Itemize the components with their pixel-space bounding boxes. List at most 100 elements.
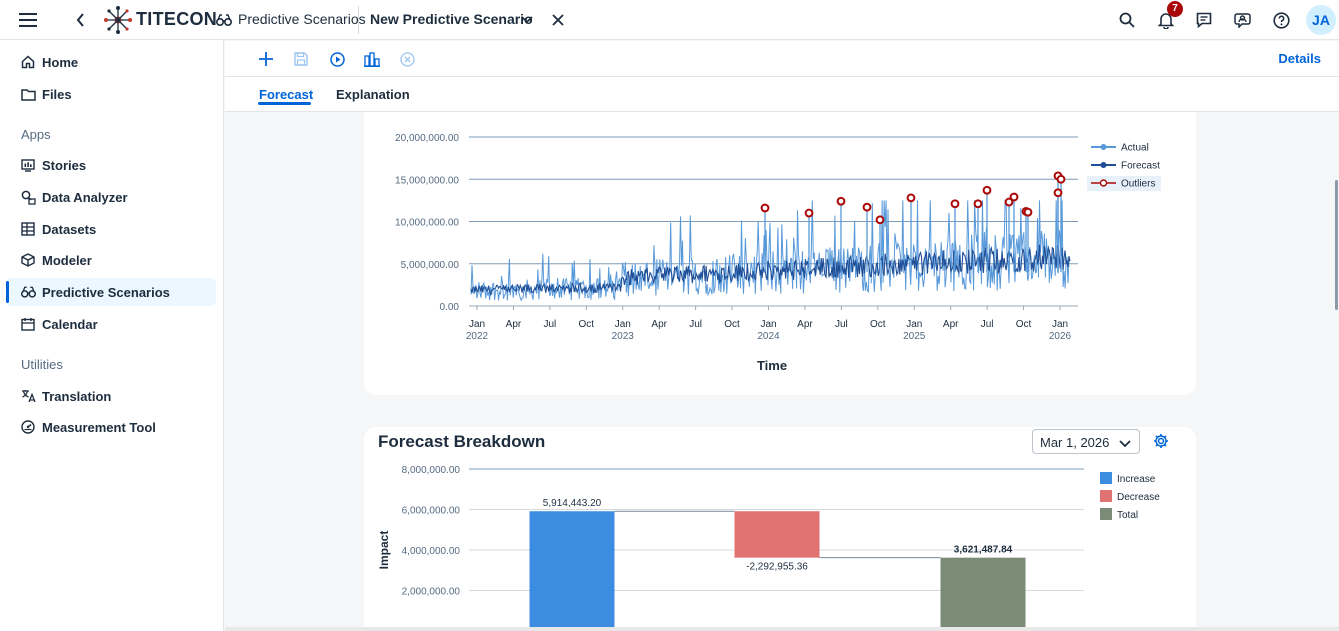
x-year-label: 2023 — [612, 331, 635, 342]
outlier-point[interactable] — [1023, 207, 1033, 217]
legend-highlight — [1087, 176, 1161, 191]
x-tick-label: Jan — [615, 319, 631, 330]
legend-total[interactable]: Total — [1100, 508, 1138, 521]
legend-actual[interactable]: Actual — [1091, 143, 1149, 154]
nav-item-files[interactable]: Files — [6, 80, 216, 108]
series-forecast — [470, 244, 1071, 296]
date-select-value: Mar 1, 2026 — [1040, 435, 1110, 450]
tab-forecast[interactable]: Forecast — [259, 87, 314, 102]
data-label: -2,292,955.36 — [746, 562, 808, 573]
legend-outliers[interactable]: Outliers — [1091, 179, 1155, 190]
menu-icon[interactable] — [16, 8, 40, 32]
forecast-chart: 20,000,000.00 15,000,000.00 10,000,000.00 5… — [395, 133, 1161, 373]
nav-item-translation[interactable]: Translation — [6, 382, 216, 410]
x-tick-label: Jan — [906, 319, 922, 330]
outlier-point[interactable] — [982, 185, 992, 195]
binoculars-icon — [214, 10, 234, 30]
x-year-label: 2024 — [757, 331, 780, 342]
nav-group-utilities: Utilities — [21, 357, 63, 372]
y-tick-label: 0.00 — [440, 302, 460, 313]
y-tick-label: 6,000,000.00 — [402, 506, 461, 517]
x-tick-label: Oct — [724, 319, 740, 330]
save-icon[interactable] — [291, 49, 311, 69]
x-tick-label: Jul — [689, 319, 702, 330]
waterfall-bar-total[interactable] — [940, 557, 1026, 627]
x-year-label: 2025 — [903, 331, 926, 342]
x-tick-label: Jul — [981, 319, 994, 330]
outlier-point[interactable] — [1009, 192, 1019, 202]
breadcrumb-divider — [358, 6, 359, 34]
nav-item-calendar[interactable]: Calendar — [6, 310, 216, 338]
nav-item-data-analyzer[interactable]: Data Analyzer — [6, 183, 216, 211]
nav-label: Home — [42, 54, 79, 70]
outlier-point[interactable] — [875, 215, 885, 225]
date-select[interactable]: Mar 1, 2026 — [1032, 429, 1140, 454]
search-icon[interactable] — [1115, 8, 1139, 32]
scrollbar[interactable] — [1335, 180, 1338, 310]
y-tick-label: 10,000,000.00 — [395, 218, 459, 229]
binoculars-icon — [20, 284, 36, 300]
outlier-point[interactable] — [836, 196, 846, 206]
series-actual — [470, 199, 1071, 302]
outlier-point[interactable] — [1053, 188, 1063, 198]
outlier-point[interactable] — [973, 199, 983, 209]
nav-label: Data Analyzer — [42, 189, 128, 205]
stories-icon — [20, 157, 36, 173]
y-axis-title: Impact — [377, 531, 391, 570]
settings-gear-icon[interactable] — [1153, 433, 1171, 451]
nav-item-stories[interactable]: Stories — [6, 151, 216, 179]
outlier-point[interactable] — [862, 202, 872, 212]
add-icon[interactable] — [256, 49, 276, 69]
outlier-point[interactable] — [1004, 197, 1014, 207]
details-link[interactable]: Details — [1278, 51, 1321, 66]
feedback-icon[interactable] — [1192, 8, 1216, 32]
y-tick-labels: 8,000,000.00 6,000,000.00 4,000,000.00 2,00… — [402, 465, 461, 598]
outlier-point[interactable] — [760, 203, 770, 213]
waterfall-bar-decrease[interactable] — [734, 511, 820, 558]
data-label: 5,914,443.20 — [543, 498, 602, 509]
x-year-label: 2026 — [1049, 331, 1072, 342]
x-tick-label: Jan — [760, 319, 776, 330]
title-chevron-down-icon[interactable] — [515, 8, 539, 32]
x-axis-title: Time — [757, 358, 787, 373]
nav-label: Translation — [42, 388, 112, 404]
chevron-down-icon — [1119, 436, 1131, 451]
legend-forecast[interactable]: Forecast — [1091, 161, 1160, 172]
help-icon[interactable] — [1269, 8, 1293, 32]
outlier-point[interactable] — [906, 193, 916, 203]
x-tick-label: Jul — [835, 319, 848, 330]
x-tick-label: Jan — [469, 319, 485, 330]
close-icon[interactable] — [546, 8, 570, 32]
nav-item-predictive-scenarios[interactable]: Predictive Scenarios — [6, 278, 216, 306]
user-avatar[interactable]: JA — [1306, 5, 1336, 35]
model-debrief-icon[interactable] — [362, 49, 382, 69]
outlier-point[interactable] — [950, 199, 960, 209]
outlier-point[interactable] — [1056, 174, 1066, 184]
nav-item-modeler[interactable]: Modeler — [6, 246, 216, 274]
nav-item-home[interactable]: Home — [6, 48, 216, 76]
document-title[interactable]: New Predictive Scenario — [370, 11, 533, 27]
tab-explanation[interactable]: Explanation — [336, 87, 410, 102]
nav-item-datasets[interactable]: Datasets — [6, 215, 216, 243]
waterfall-bar-increase[interactable] — [529, 511, 615, 627]
y-tick-label: 20,000,000.00 — [395, 133, 459, 144]
x-tick-label: Apr — [797, 319, 813, 330]
calendar-icon — [20, 316, 36, 332]
legend-decrease[interactable]: Decrease — [1100, 490, 1160, 503]
breadcrumb[interactable]: Predictive Scenarios — [238, 11, 366, 27]
svg-text:Outliers: Outliers — [1121, 179, 1155, 190]
svg-text:Actual: Actual — [1121, 143, 1149, 154]
nav-item-measurement-tool[interactable]: Measurement Tool — [6, 413, 216, 441]
cancel-icon[interactable] — [397, 49, 417, 69]
tab-active-indicator — [258, 102, 311, 105]
outlier-point[interactable] — [804, 208, 814, 218]
y-tick-label: 2,000,000.00 — [402, 587, 461, 598]
legend-increase[interactable]: Increase — [1100, 472, 1156, 485]
y-tick-label: 4,000,000.00 — [402, 546, 461, 557]
nav-label: Predictive Scenarios — [42, 284, 170, 300]
x-tick-label: Oct — [870, 319, 886, 330]
measurement-icon — [20, 419, 36, 435]
assistant-icon[interactable] — [1230, 8, 1254, 32]
back-icon[interactable] — [69, 8, 93, 32]
run-icon[interactable] — [327, 49, 347, 69]
